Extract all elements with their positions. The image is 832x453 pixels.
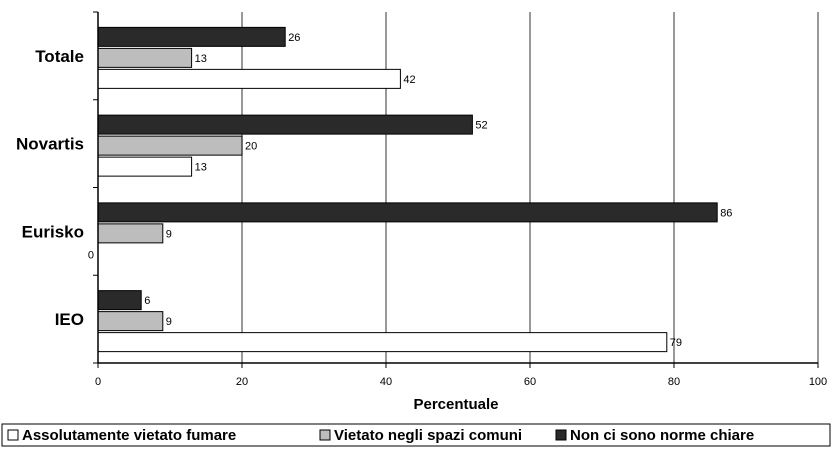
axes [93, 11, 819, 368]
category-label-eurisko: Eurisko [22, 222, 84, 241]
legend-swatch-1 [319, 429, 331, 441]
legend-box [1, 423, 831, 447]
x-tick-label-60: 60 [524, 376, 536, 388]
category-label-totale: Totale [35, 47, 84, 66]
bar-ieo-1 [97, 311, 164, 332]
category-label-novartis: Novartis [16, 135, 84, 154]
data-label-novartis-1: 20 [245, 141, 257, 153]
bar-novartis-0 [97, 114, 473, 135]
bar-eurisko-1 [97, 223, 164, 244]
x-tick-label-80: 80 [668, 376, 680, 388]
data-label-novartis-2: 13 [195, 162, 207, 174]
x-tick-label-0: 0 [95, 376, 101, 388]
x-tick-label-100: 100 [809, 376, 827, 388]
data-label-totale-1: 13 [195, 53, 207, 65]
bar-totale-0 [97, 26, 286, 47]
bar-novartis-2 [97, 156, 193, 177]
labels: 0 20 40 60 80 100Totale261342Novartis522013Eu… [16, 32, 827, 388]
x-tick-label-40: 40 [380, 376, 392, 388]
data-label-totale-0: 26 [288, 32, 300, 44]
legend: Assolutamente vietato fumare Vietato negl… [1, 423, 831, 447]
legend-label-1: Vietato negli spazi comuni [334, 427, 522, 444]
legend-swatch-0 [7, 429, 19, 441]
bar-novartis-1 [97, 135, 243, 156]
bar-ieo-0 [97, 290, 142, 311]
legend-label-2: Non ci sono norme chiare [570, 427, 754, 444]
data-label-ieo-1: 9 [166, 316, 172, 328]
legend-label-0: Assolutamente vietato fumare [22, 427, 236, 444]
bar-ieo-2 [97, 332, 668, 353]
data-label-eurisko-0: 86 [720, 207, 732, 219]
gridlines [241, 12, 819, 363]
x-tick-label-20: 20 [236, 376, 248, 388]
data-label-eurisko-2: 0 [88, 249, 94, 261]
bar-totale-2 [97, 68, 401, 89]
bar-totale-1 [97, 47, 193, 68]
category-label-ieo: IEO [55, 310, 84, 329]
data-label-ieo-0: 6 [144, 295, 150, 307]
bar-eurisko-0 [97, 202, 718, 223]
data-label-eurisko-1: 9 [166, 228, 172, 240]
bars [97, 26, 718, 353]
x-axis-title: Percentuale [413, 396, 498, 413]
legend-swatch-2 [555, 429, 567, 441]
data-label-totale-2: 42 [403, 74, 415, 86]
data-label-novartis-0: 52 [475, 120, 487, 132]
data-label-ieo-2: 79 [670, 337, 682, 349]
